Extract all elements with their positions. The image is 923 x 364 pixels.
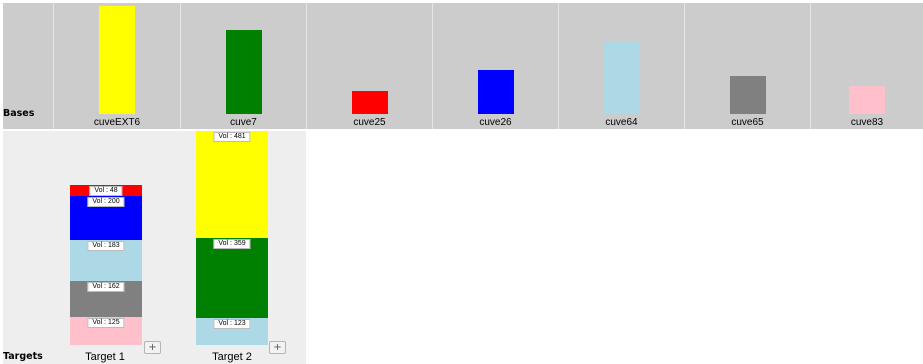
volume-segment[interactable]: Vol : 125 bbox=[70, 317, 142, 345]
tank-level-bar bbox=[729, 76, 766, 114]
volume-segment[interactable]: Vol : 359 bbox=[196, 238, 268, 318]
volume-label: Vol : 48 bbox=[89, 186, 123, 196]
target-label: Target 1 bbox=[85, 351, 125, 363]
volume-label: Vol : 123 bbox=[213, 319, 251, 329]
base-tank-label: cuve7 bbox=[230, 117, 257, 128]
tank-level-bar bbox=[351, 91, 388, 114]
tank-level-bar bbox=[99, 6, 135, 114]
base-tank-cuve65[interactable]: cuve65 bbox=[684, 3, 810, 129]
target-stack: Vol : 481 Vol : 359 Vol : 123 bbox=[196, 131, 268, 345]
volume-segment[interactable]: Vol : 162 bbox=[70, 281, 142, 317]
volume-segment[interactable]: Vol : 48 bbox=[70, 185, 142, 196]
target-1[interactable]: Vol : 48 Vol : 200 Vol : 183 Vol : 162 Vol :… bbox=[55, 131, 181, 364]
base-tank-label: cuve64 bbox=[605, 117, 638, 128]
target-2[interactable]: Vol : 481 Vol : 359 Vol : 123 Target 2 + bbox=[181, 131, 307, 364]
tank-level-bar bbox=[477, 70, 514, 114]
tank-level-bar bbox=[603, 42, 640, 114]
volume-label: Vol : 481 bbox=[213, 132, 251, 142]
volume-label: Vol : 125 bbox=[87, 318, 125, 328]
volume-segment[interactable]: Vol : 183 bbox=[70, 240, 142, 281]
base-tank-cuve83[interactable]: cuve83 bbox=[810, 3, 923, 129]
volume-label: Vol : 200 bbox=[87, 197, 125, 207]
volume-label: Vol : 183 bbox=[87, 241, 125, 251]
volume-segment[interactable]: Vol : 123 bbox=[196, 318, 268, 345]
base-tank-label: cuve26 bbox=[479, 117, 512, 128]
base-tank-label: cuve25 bbox=[353, 117, 386, 128]
base-tank-label: cuveEXT6 bbox=[93, 117, 141, 128]
tank-level-bar bbox=[225, 30, 262, 114]
base-tank-cuve64[interactable]: cuve64 bbox=[558, 3, 684, 129]
volume-segment[interactable]: Vol : 200 bbox=[70, 196, 142, 240]
add-button[interactable]: + bbox=[144, 341, 161, 354]
bases-row-label: Bases bbox=[3, 108, 35, 119]
add-button[interactable]: + bbox=[269, 341, 286, 354]
base-tank-label: cuve65 bbox=[731, 117, 764, 128]
volume-label: Vol : 359 bbox=[213, 239, 251, 249]
base-tank-label: cuve83 bbox=[850, 117, 884, 128]
targets-row-label: Targets bbox=[3, 351, 43, 362]
volume-label: Vol : 162 bbox=[87, 282, 125, 292]
target-label: Target 2 bbox=[212, 351, 252, 363]
base-tank-cuve26[interactable]: cuve26 bbox=[432, 3, 558, 129]
volume-segment[interactable]: Vol : 481 bbox=[196, 131, 268, 238]
target-stack: Vol : 48 Vol : 200 Vol : 183 Vol : 162 Vol :… bbox=[70, 185, 142, 345]
base-tank-cuve7[interactable]: cuve7 bbox=[180, 3, 306, 129]
base-tank-cuve25[interactable]: cuve25 bbox=[306, 3, 432, 129]
base-tank-cuveEXT6[interactable]: cuveEXT6 bbox=[53, 3, 180, 129]
tank-level-bar bbox=[849, 86, 885, 114]
